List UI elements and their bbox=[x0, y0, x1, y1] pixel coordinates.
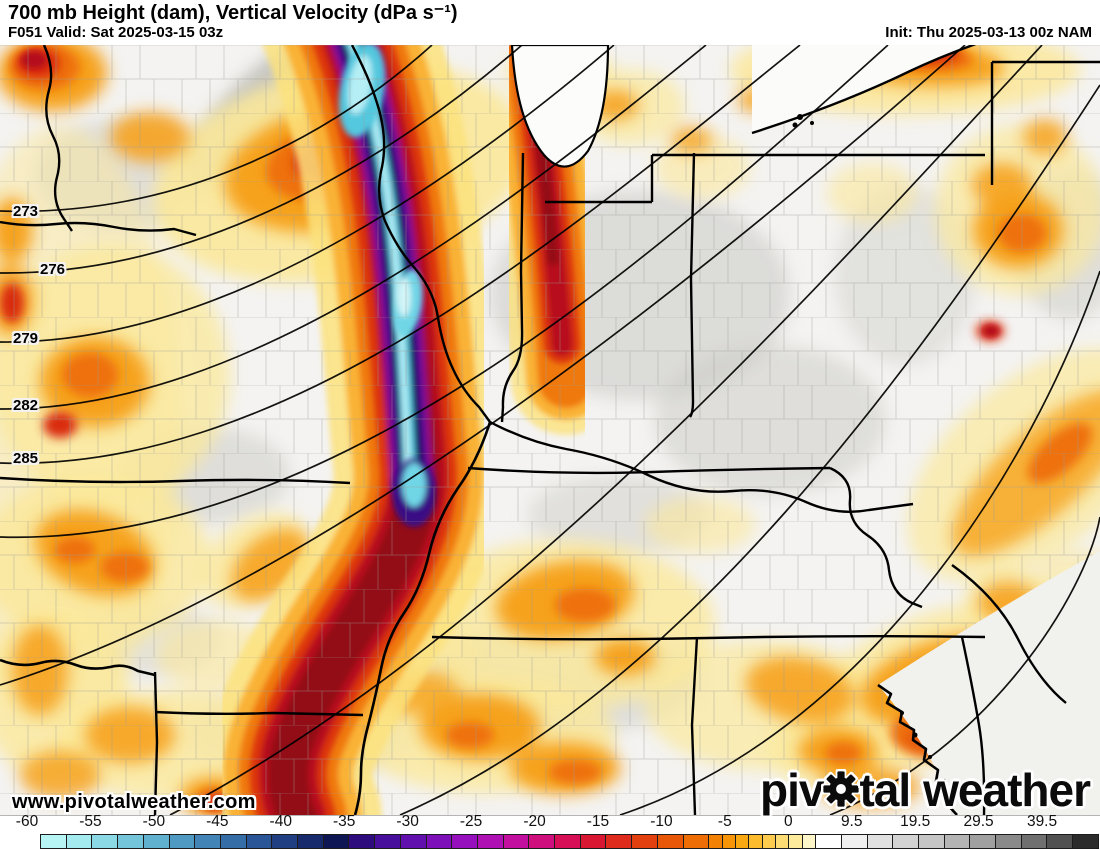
colorbar-tick-label: -50 bbox=[142, 813, 166, 830]
colorbar-cell bbox=[529, 835, 556, 848]
colorbar-tick-label: -40 bbox=[269, 813, 292, 830]
colorbar-cell bbox=[220, 835, 247, 848]
colorbar-cell bbox=[776, 835, 790, 848]
colorbar-cell bbox=[66, 835, 93, 848]
colorbar-tick-label: -20 bbox=[523, 813, 546, 830]
logo-text-tal: tal bbox=[859, 764, 911, 816]
colorbar-cell bbox=[632, 835, 658, 848]
watermark: www.pivotalweather.com bbox=[12, 791, 256, 813]
colorbar-cell bbox=[709, 835, 723, 848]
colorbar-cell bbox=[503, 835, 530, 848]
colorbar-cell bbox=[841, 835, 868, 848]
colorbar-cell bbox=[683, 835, 710, 848]
colorbar-cell bbox=[970, 835, 997, 848]
colorbar-tick-label: -10 bbox=[650, 813, 673, 830]
colorbar-cell bbox=[298, 835, 324, 848]
colorbar-tick-label: 29.5 bbox=[963, 813, 994, 830]
colorbar-cell bbox=[349, 835, 376, 848]
colorbar-cell bbox=[375, 835, 401, 848]
lake-michigan bbox=[510, 45, 610, 168]
colorbar-cell bbox=[1021, 835, 1048, 848]
colorbar-cell bbox=[657, 835, 684, 848]
colorbar-cell bbox=[996, 835, 1022, 848]
colorbar-tick-label: -55 bbox=[79, 813, 102, 830]
colorbar-tick-label: 0 bbox=[783, 813, 793, 830]
colorbar-cell bbox=[195, 835, 221, 848]
colorbar-cell bbox=[323, 835, 350, 848]
colorbar-cell bbox=[944, 835, 971, 848]
colorbar-cell bbox=[789, 835, 803, 848]
colorbar-tick-label: -5 bbox=[717, 813, 732, 830]
colorbar-cell bbox=[92, 835, 119, 848]
velocity-map-svg bbox=[0, 45, 1100, 815]
colorbar-tick-label: 19.5 bbox=[900, 813, 931, 830]
colorbar-cell bbox=[272, 835, 299, 848]
colorbar-cell bbox=[749, 835, 763, 848]
colorbar-cell bbox=[426, 835, 453, 848]
colorbar-tick-label: -15 bbox=[586, 813, 610, 830]
colorbar-tick-label: -60 bbox=[15, 813, 39, 830]
colorbar-cell bbox=[762, 835, 777, 848]
colorbar-cell bbox=[867, 835, 894, 848]
colorbar-cell bbox=[555, 835, 581, 848]
water-bodies bbox=[510, 45, 1100, 815]
colorbar-cell bbox=[606, 835, 633, 848]
model-init-label: Init: Thu 2025-03-13 00z NAM bbox=[885, 24, 1092, 41]
colorbar-cell bbox=[1047, 835, 1074, 848]
forecast-valid-label: F051 Valid: Sat 2025-03-15 03z bbox=[8, 24, 224, 41]
colorbar-cell bbox=[41, 835, 67, 848]
colorbar-cell bbox=[802, 835, 817, 848]
height-contours bbox=[0, 45, 1100, 815]
logo-text-weather: weather bbox=[923, 764, 1091, 816]
colorbar-tick-label: -25 bbox=[459, 813, 483, 830]
colorbar-tick-label: 39.5 bbox=[1026, 813, 1058, 830]
colorbar-cell bbox=[918, 835, 945, 848]
colorbar-ticks: -60 -55 -50 -45 -40 -35 -30 -25 -20 -15 -10 -5 0 9.5 1… bbox=[0, 813, 1100, 832]
colorbar-tick-label: -30 bbox=[396, 813, 419, 830]
pivotal-weather-logo: piv bbox=[759, 760, 1091, 820]
colorbar-cell bbox=[169, 835, 196, 848]
gear-icon bbox=[821, 766, 862, 820]
colorbar-cell bbox=[580, 835, 607, 848]
colorbar-cell bbox=[246, 835, 273, 848]
colorbar-cell bbox=[400, 835, 427, 848]
colorbar-cell bbox=[722, 835, 736, 848]
colorbar-cell bbox=[1073, 835, 1098, 848]
header: 700 mb Height (dam), Vertical Velocity (… bbox=[0, 0, 1100, 45]
colorbar-cell bbox=[816, 835, 842, 848]
colorbar-cell bbox=[893, 835, 919, 848]
page-title: 700 mb Height (dam), Vertical Velocity (… bbox=[8, 2, 458, 24]
colorbar-cell bbox=[452, 835, 478, 848]
colorbar-cell bbox=[143, 835, 170, 848]
colorbar-tick-label: -35 bbox=[332, 813, 356, 830]
atlantic-ocean bbox=[878, 551, 1100, 815]
colorbar-cell bbox=[118, 835, 144, 848]
state-borders bbox=[0, 45, 1100, 815]
logo-text-piv: piv bbox=[759, 764, 824, 816]
colorbar-cell bbox=[477, 835, 504, 848]
map-area: 273 276 279 282 285 bbox=[0, 45, 1100, 816]
colorbar-cell bbox=[736, 835, 750, 848]
colorbar-tick-label: 9.5 bbox=[840, 813, 863, 830]
colorbar bbox=[40, 834, 1099, 849]
colorbar-tick-label: -45 bbox=[206, 813, 229, 830]
